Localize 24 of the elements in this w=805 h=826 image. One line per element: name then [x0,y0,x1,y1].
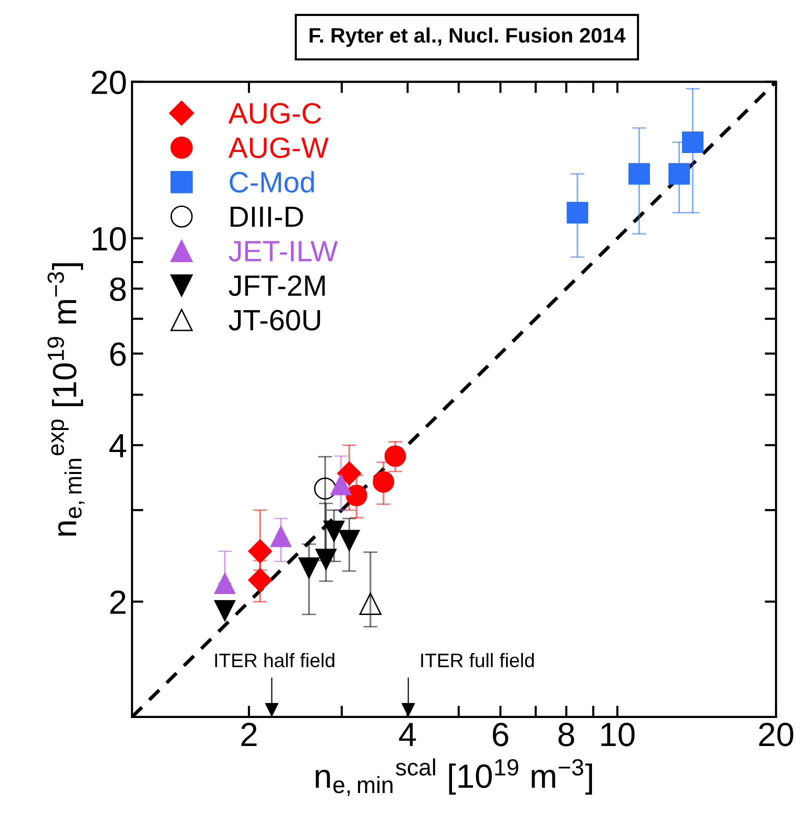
legend-label: DIII-D [230,206,304,227]
y-tick-label: 10 [92,227,126,251]
x-tick-label: 2 [241,722,257,746]
legend-label: JT-60U [228,310,320,330]
legend-label: AUG-C [228,102,322,124]
y-tick-label: 4 [109,434,126,458]
x-axis-title: n$_{e,min}$$^{scal}$ [10$^{19}$ m$^{−3}$] [316,758,592,796]
x-tick-label: 6 [492,722,508,746]
x-tick-label: 4 [399,723,416,746]
x-tick-label: 8 [558,722,574,746]
x-tick-label: 20 [759,722,794,746]
annotation: ITER half field [215,653,334,668]
y-tick-label: 2 [110,590,126,614]
legend-label: JET-ILW [228,241,338,262]
legend-label: AUG-W [228,137,329,158]
y-tick-label: 20 [92,70,126,94]
x-tick-label: 10 [601,722,635,746]
legend-label: JFT-2M [228,275,325,296]
annotation: ITER full field [421,653,534,668]
y-axis-title: n$_{e,min}$$^{exp}$ [10$^{19}$ m$^{−3}$] [48,263,84,536]
y-tick-label: 8 [110,277,126,302]
y-tick-label: 6 [110,342,126,366]
legend-label: C-Mod [230,171,314,193]
chart-title: F. Ryter et al., Nucl. Fusion 2014 [310,27,626,47]
